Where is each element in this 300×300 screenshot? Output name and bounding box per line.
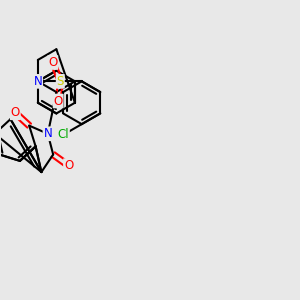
- Text: O: O: [64, 159, 73, 172]
- Text: N: N: [44, 127, 52, 140]
- Text: Cl: Cl: [57, 128, 69, 141]
- Text: O: O: [53, 94, 63, 107]
- Text: N: N: [34, 75, 42, 88]
- Text: O: O: [48, 56, 57, 69]
- Text: S: S: [57, 75, 64, 88]
- Text: O: O: [11, 106, 20, 119]
